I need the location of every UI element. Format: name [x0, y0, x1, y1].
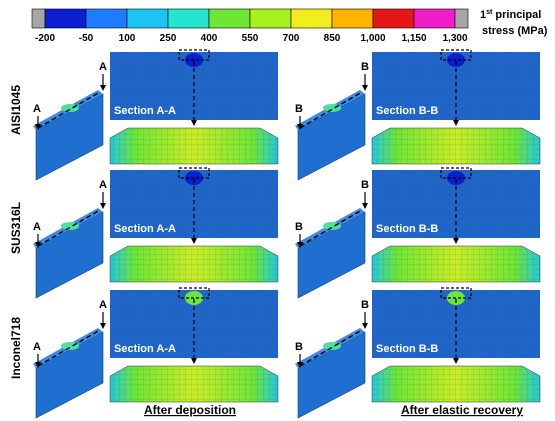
detail-mesh [110, 128, 278, 164]
colorbar-title: 1st principal [480, 9, 541, 21]
colorbar-label: -50 [79, 33, 94, 44]
colorbar-segment [208, 8, 251, 29]
row-label: Inconel718 [9, 317, 23, 379]
colorbar-label: -200 [35, 33, 55, 44]
colorbar-label: 700 [283, 33, 300, 44]
section-label: Section B-B [376, 223, 438, 235]
colorbar-segment [31, 8, 46, 29]
section-marker: A [33, 341, 41, 353]
section-marker: A [33, 221, 41, 233]
row-label: SUS316L [9, 202, 23, 254]
detail-mesh [110, 366, 278, 402]
colorbar-label: 250 [160, 33, 177, 44]
colorbar-segment [126, 8, 169, 29]
section-marker: B [295, 103, 303, 115]
section-marker: B [361, 299, 369, 311]
zoom-box [440, 167, 472, 179]
row-label: AISI1045 [9, 85, 23, 135]
zoom-box [440, 49, 472, 61]
colorbar-segment [249, 8, 292, 29]
colorbar-label: 400 [201, 33, 218, 44]
section-label: Section A-A [114, 343, 176, 355]
section-marker: A [99, 299, 107, 311]
zoom-box [178, 287, 210, 299]
section-marker: A [99, 61, 107, 73]
section-marker: B [295, 341, 303, 353]
section-label: Section B-B [376, 343, 438, 355]
colorbar-segment [454, 8, 469, 29]
section-line [299, 91, 363, 129]
zoom-box [178, 49, 210, 61]
section-line [37, 209, 101, 247]
section-line [299, 329, 363, 367]
section-marker: B [361, 61, 369, 73]
colorbar-label: 1,150 [401, 33, 426, 44]
section-label: Section A-A [114, 223, 176, 235]
detail-mesh [372, 246, 540, 282]
colorbar-title: stress (MPa) [482, 25, 548, 37]
section-line [37, 329, 101, 367]
section-marker: B [361, 179, 369, 191]
colorbar-segment [85, 8, 128, 29]
colorbar-label: 1,300 [442, 33, 467, 44]
column-caption: After elastic recovery [401, 403, 523, 417]
colorbar-segment [44, 8, 87, 29]
section-marker: B [295, 221, 303, 233]
detail-mesh [110, 246, 278, 282]
colorbar-label: 850 [324, 33, 341, 44]
colorbar-segment [413, 8, 456, 29]
section-line [37, 91, 101, 129]
colorbar-segment [372, 8, 415, 29]
section-marker: A [33, 103, 41, 115]
zoom-box [178, 167, 210, 179]
detail-mesh [372, 128, 540, 164]
detail-mesh [372, 366, 540, 402]
colorbar-segment [331, 8, 374, 29]
colorbar-label: 100 [119, 33, 136, 44]
section-line [299, 209, 363, 247]
colorbar-label: 1,000 [360, 33, 385, 44]
colorbar-segment [167, 8, 210, 29]
zoom-box [440, 287, 472, 299]
section-label: Section A-A [114, 105, 176, 117]
column-caption: After deposition [144, 403, 236, 417]
section-marker: A [99, 179, 107, 191]
section-label: Section B-B [376, 105, 438, 117]
colorbar-segment [290, 8, 333, 29]
colorbar-label: 550 [242, 33, 259, 44]
